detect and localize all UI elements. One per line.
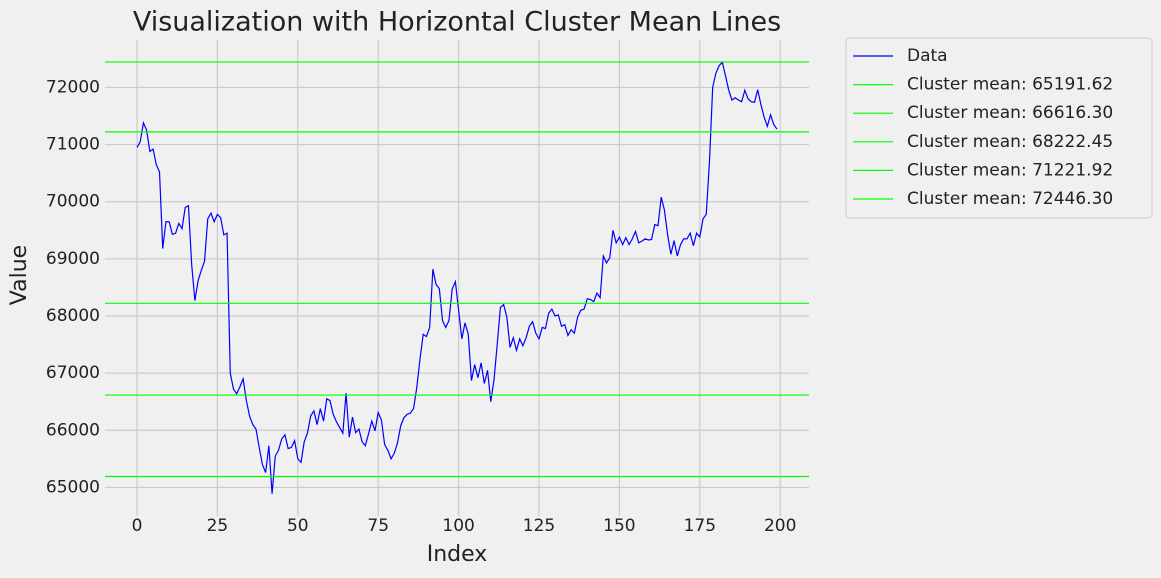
legend-label: Cluster mean: 71221.92: [907, 160, 1113, 180]
y-tick-label: 69000: [46, 249, 100, 269]
chart-title: Visualization with Horizontal Cluster Me…: [133, 7, 781, 38]
legend-label: Cluster mean: 66616.30: [907, 103, 1113, 123]
x-tick-label: 25: [207, 516, 229, 536]
y-tick-label: 70000: [46, 192, 100, 212]
legend-label: Cluster mean: 68222.45: [907, 132, 1113, 152]
x-tick-label: 150: [603, 516, 635, 536]
x-tick-label: 50: [287, 516, 309, 536]
y-tick-label: 68000: [46, 306, 100, 326]
x-tick-label: 200: [764, 516, 796, 536]
x-tick-label: 100: [442, 516, 474, 536]
y-tick-label: 65000: [46, 477, 100, 497]
legend-label: Cluster mean: 72446.30: [907, 189, 1113, 209]
x-tick-label: 175: [684, 516, 716, 536]
y-tick-label: 71000: [46, 135, 100, 155]
x-axis-label: Index: [427, 542, 488, 567]
legend-box: [845, 37, 1153, 219]
x-tick-label: 0: [132, 516, 143, 536]
y-tick-label: 66000: [46, 420, 100, 440]
y-tick-label: 72000: [46, 77, 100, 97]
y-tick-label: 67000: [46, 363, 100, 383]
data-line: [136, 61, 778, 494]
x-tick-label: 125: [523, 516, 555, 536]
legend-label: Cluster mean: 65191.62: [907, 75, 1113, 95]
y-axis-label: Value: [7, 245, 32, 305]
x-tick-label: 75: [367, 516, 389, 536]
legend-label: Data: [907, 46, 948, 66]
